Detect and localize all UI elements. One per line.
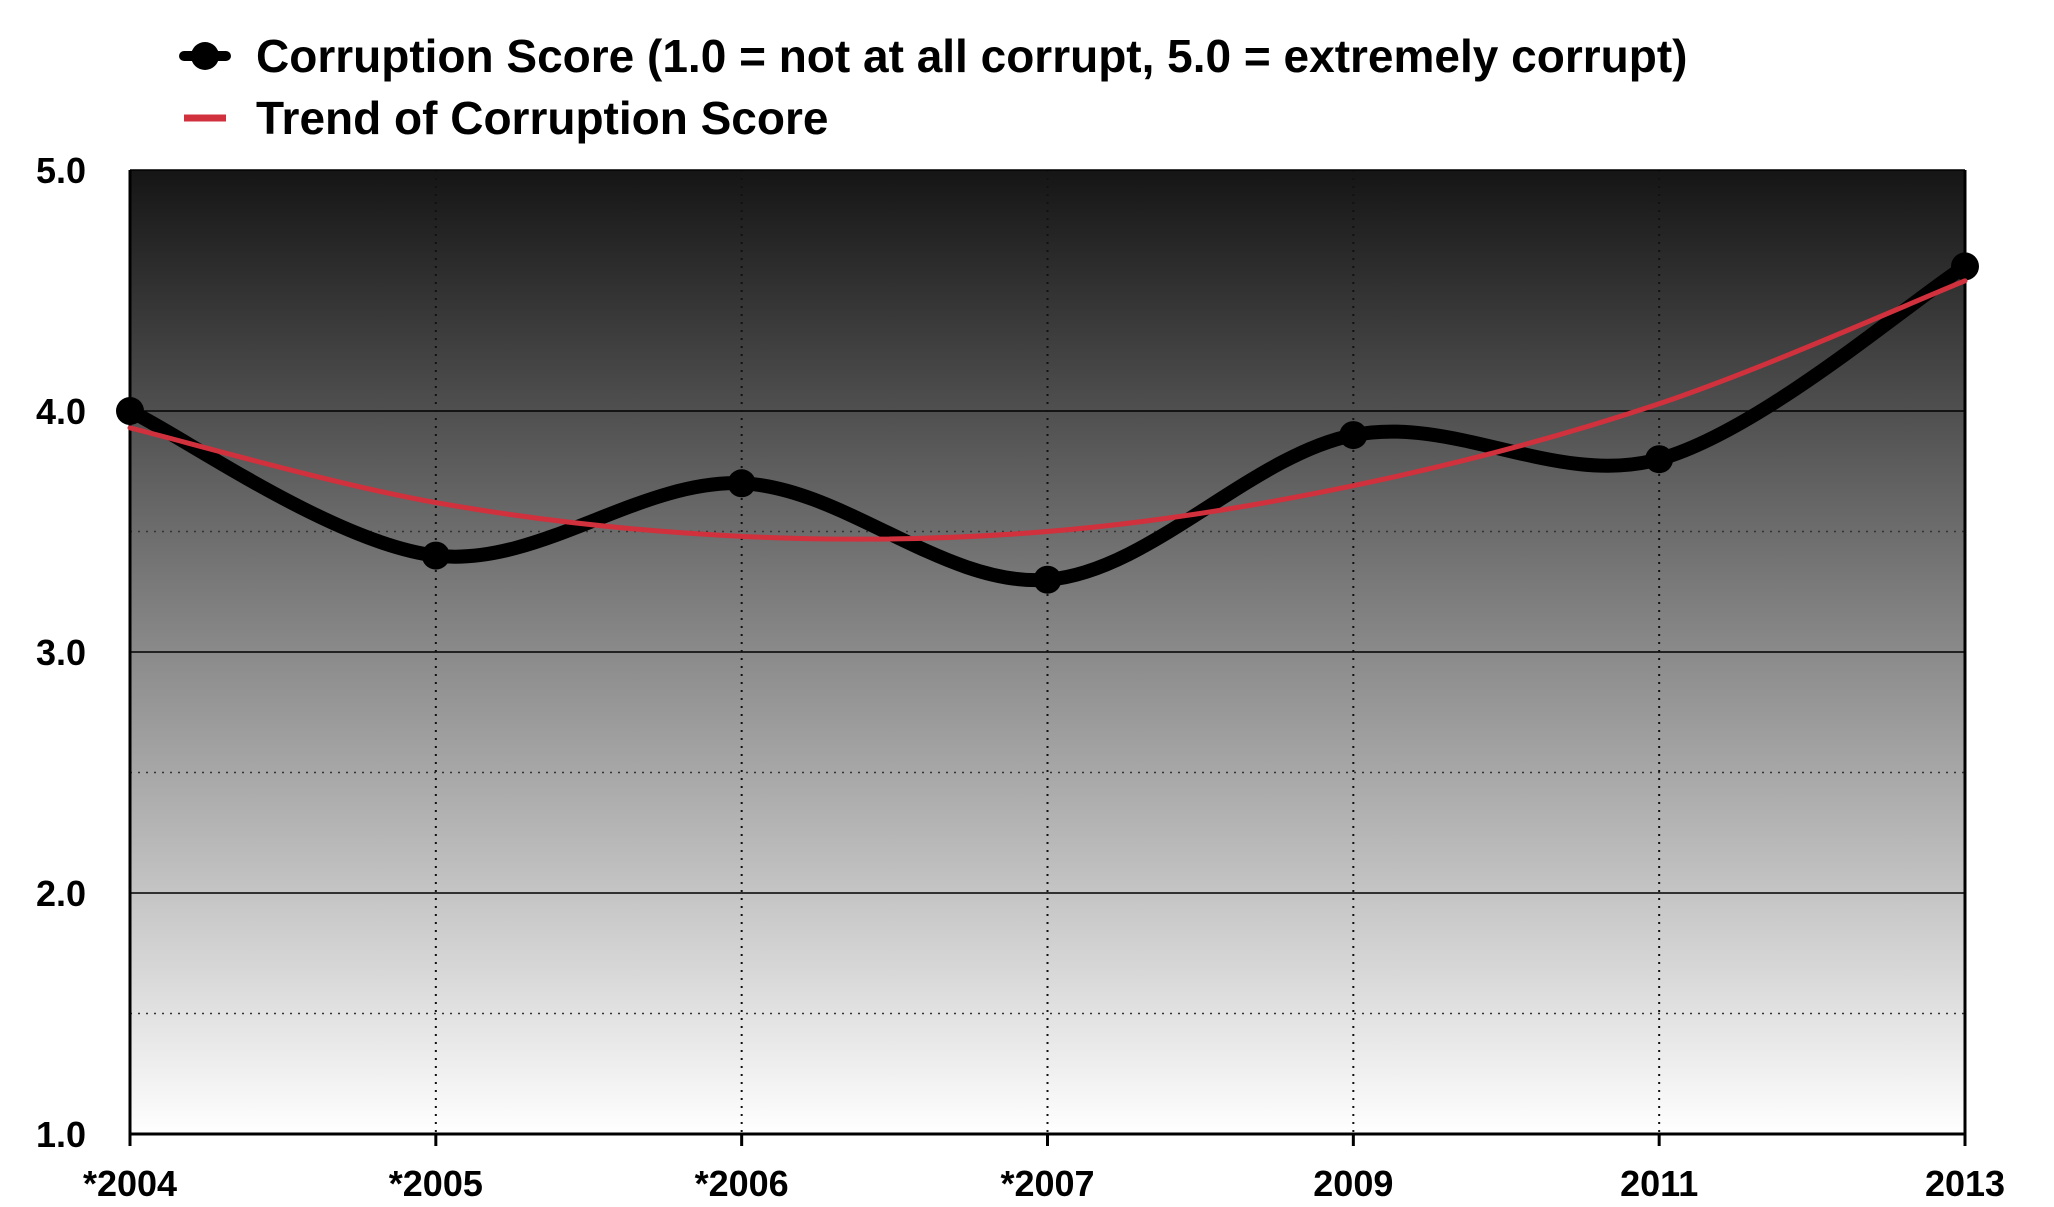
score-data-point: [1645, 445, 1674, 474]
trend-line: [127, 278, 1968, 542]
legend-score-marker-swatch: [191, 42, 219, 70]
series-trend: [127, 278, 1968, 542]
grid-lines: [130, 169, 1965, 1134]
score-data-point: [1339, 421, 1368, 450]
x-tick-label: *2005: [389, 1163, 483, 1204]
x-tick-label: *2004: [83, 1163, 177, 1204]
score-data-point: [421, 541, 450, 570]
axes: [128, 170, 1967, 1146]
legend: Corruption Score (1.0 = not at all corru…: [179, 30, 1687, 144]
y-tick-label: 2.0: [36, 873, 86, 914]
score-data-point: [1951, 252, 1979, 281]
y-tick-label: 4.0: [36, 391, 86, 432]
y-tick-label: 1.0: [36, 1114, 86, 1155]
legend-item-trend: Trend of Corruption Score: [184, 92, 828, 144]
x-tick-label: *2007: [1000, 1163, 1094, 1204]
x-tick-label: 2009: [1313, 1163, 1393, 1204]
y-tick-label: 3.0: [36, 632, 86, 673]
score-data-point: [727, 469, 756, 498]
legend-score-label: Corruption Score (1.0 = not at all corru…: [256, 30, 1687, 82]
score-data-point: [1033, 565, 1062, 594]
x-axis-tick-labels: *2004 *2005 *2006 *2007 2009 2011 2013: [83, 1163, 2005, 1204]
y-tick-label: 5.0: [36, 150, 86, 191]
legend-trend-label: Trend of Corruption Score: [256, 92, 828, 144]
x-tick-label: 2011: [1620, 1163, 1698, 1204]
y-axis-tick-labels: 1.0 2.0 3.0 4.0 5.0: [36, 150, 86, 1155]
series-corruption-score: [116, 252, 1979, 594]
x-tick-label: 2013: [1925, 1163, 2005, 1204]
legend-item-score: Corruption Score (1.0 = not at all corru…: [179, 30, 1687, 82]
x-tick-label: *2006: [695, 1163, 789, 1204]
score-data-point: [116, 397, 144, 425]
